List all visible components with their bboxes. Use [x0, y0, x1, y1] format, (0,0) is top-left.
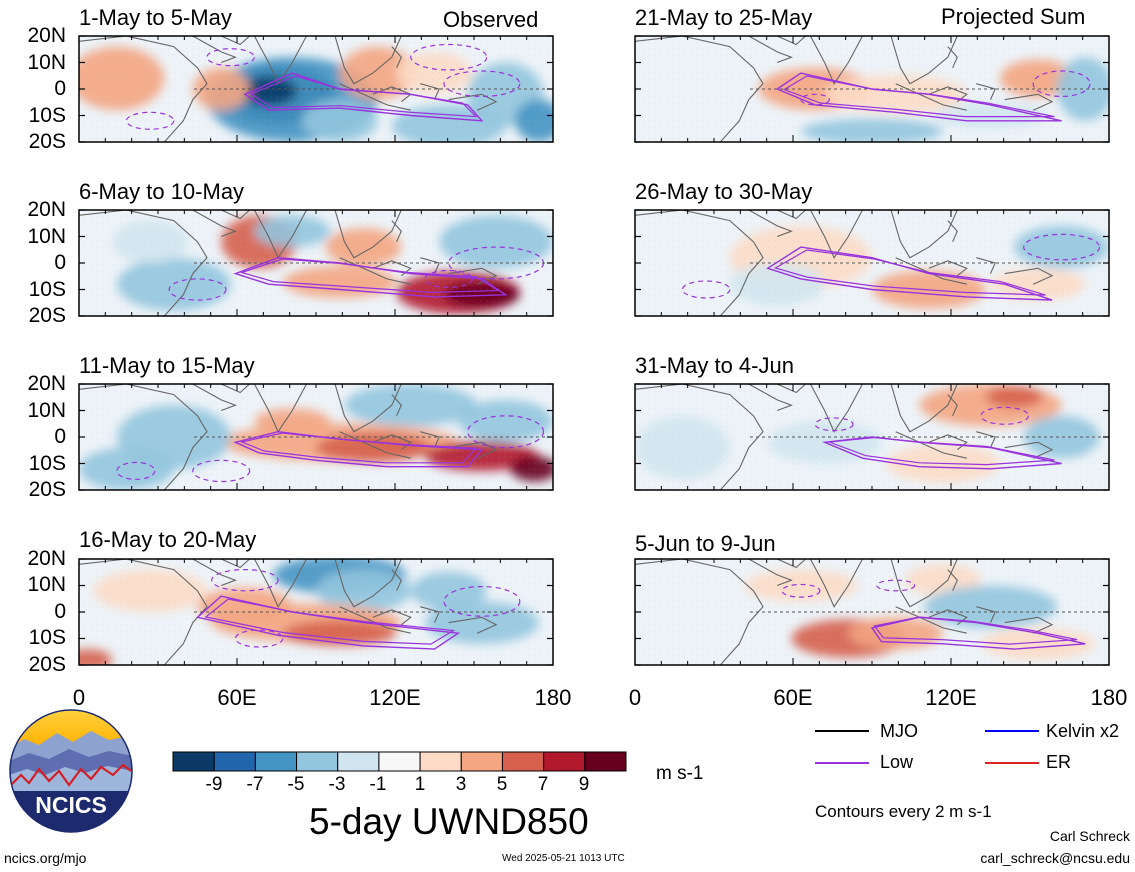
y-label-r2-20n: 20N [27, 198, 66, 221]
colorbar-swatch [296, 751, 339, 772]
y-label-r4-10s: 10S [28, 626, 66, 649]
map-panel-3 [78, 383, 554, 491]
x-label-left-0: 0 [72, 685, 86, 710]
colorbar-label-1: 1 [414, 774, 426, 795]
y-label-r3-20s: 20S [28, 478, 66, 501]
panel-title-7: 31-May to 4-Jun [635, 353, 794, 378]
map-panel-7 [634, 383, 1110, 491]
y-label-r1-10n: 10N [27, 51, 66, 74]
colorbar-swatch [378, 751, 421, 772]
colorbar-label-7: 7 [537, 774, 549, 795]
y-label-r2-10n: 10N [27, 225, 66, 248]
colorbar-swatch [584, 751, 627, 772]
colorbar-label-m7: -7 [246, 774, 264, 795]
contour-note: Contours every 2 m s-1 [815, 802, 992, 821]
x-label-right-120e: 120E [925, 685, 977, 710]
panel-title-6: 26-May to 30-May [635, 179, 813, 204]
x-label-right-0: 0 [628, 685, 642, 710]
svg-text:NCICS: NCICS [35, 792, 107, 818]
map-panel-1 [78, 35, 554, 143]
panel-title-2: 6-May to 10-May [79, 179, 245, 204]
x-label-left-120e: 120E [369, 685, 421, 710]
legend-label-low: Low [880, 752, 914, 772]
y-label-r3-10s: 10S [28, 452, 66, 475]
author-name: Carl Schreck [1049, 828, 1130, 844]
y-label-r4-20s: 20S [28, 653, 66, 676]
y-label-r4-20n: 20N [27, 547, 66, 570]
x-label-left-60e: 60E [217, 685, 257, 710]
x-label-right-180: 180 [1090, 685, 1128, 710]
website-url: ncics.org/mjo [4, 850, 87, 866]
panel-title-4: 16-May to 20-May [79, 527, 257, 552]
colorbar-label-5: 5 [496, 774, 508, 795]
y-label-r4-0: 0 [54, 600, 66, 623]
main-title: 5-day UWND850 [309, 801, 589, 842]
projected-sum-label: Projected Sum [941, 4, 1086, 29]
panel-title-1: 1-May to 5-May [79, 5, 232, 30]
colorbar-swatch [543, 751, 586, 772]
author-email: carl_schreck@ncsu.edu [980, 850, 1130, 866]
colorbar-swatch [419, 751, 462, 772]
colorbar-units: m s-1 [656, 763, 704, 784]
map-panel-4 [78, 558, 554, 666]
y-label-r3-10n: 10N [27, 399, 66, 422]
colorbar-swatch [337, 751, 380, 772]
colorbar-label-9: 9 [578, 774, 590, 795]
colorbar-swatch [172, 751, 215, 772]
ncics-logo: NCICS [9, 709, 133, 833]
colorbar-label-m5: -5 [287, 774, 305, 795]
map-panel-6 [634, 209, 1110, 317]
colorbar-label-3: 3 [455, 774, 467, 795]
colorbar [172, 751, 627, 772]
colorbar-swatch [254, 751, 298, 772]
y-label-r1-20s: 20S [28, 130, 66, 153]
legend [815, 730, 1039, 764]
y-label-r4-10n: 10N [27, 573, 66, 596]
x-label-right-60e: 60E [773, 685, 813, 710]
y-label-r2-10s: 10S [28, 278, 66, 301]
map-panel-8 [634, 558, 1110, 666]
legend-label-er: ER [1046, 752, 1072, 772]
timestamp: Wed 2025-05-21 1013 UTC [502, 853, 625, 864]
y-label-r2-20s: 20S [28, 304, 66, 327]
colorbar-swatch [460, 751, 503, 772]
map-panel-2 [78, 209, 554, 317]
observed-label: Observed [443, 7, 539, 32]
x-label-left-180: 180 [534, 685, 572, 710]
panel-title-8: 5-Jun to 9-Jun [635, 531, 776, 556]
y-label-r3-20n: 20N [27, 372, 66, 395]
legend-label-mjo: MJO [880, 721, 918, 741]
panel-title-5: 21-May to 25-May [635, 5, 813, 30]
colorbar-swatch [501, 751, 545, 772]
y-label-r1-0: 0 [54, 77, 66, 100]
colorbar-label-m9: -9 [205, 774, 223, 795]
y-label-r2-0: 0 [54, 251, 66, 274]
colorbar-label-m3: -3 [328, 774, 346, 795]
panel-title-3: 11-May to 15-May [79, 353, 255, 378]
map-panel-5 [634, 35, 1110, 143]
colorbar-label-m1: -1 [369, 774, 387, 795]
y-label-r1-10s: 10S [28, 104, 66, 127]
y-label-r1-20n: 20N [27, 24, 66, 47]
colorbar-swatch [213, 751, 256, 772]
legend-label-kelvin: Kelvin x2 [1046, 721, 1120, 741]
y-label-r3-0: 0 [54, 425, 66, 448]
